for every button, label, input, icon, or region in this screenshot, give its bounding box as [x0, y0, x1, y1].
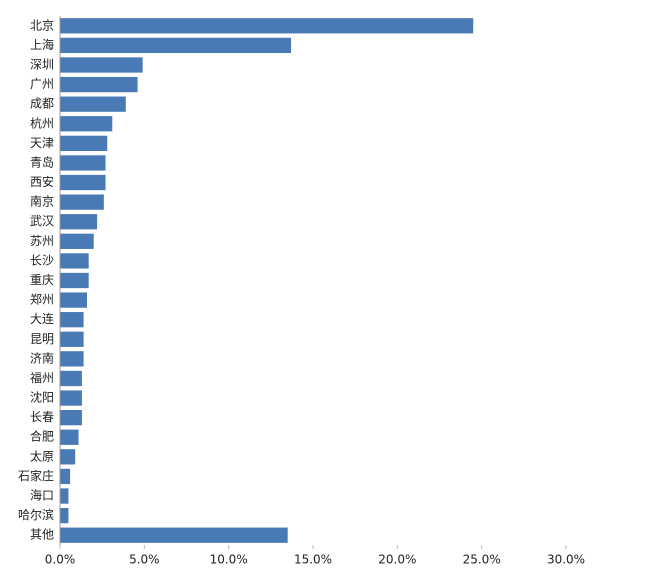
y-tick-label: 石家庄	[18, 468, 54, 483]
bar	[60, 214, 98, 230]
x-tick-label: 25.0%	[463, 553, 501, 567]
bar	[60, 96, 126, 112]
y-tick-label: 长沙	[30, 253, 54, 267]
bar	[60, 174, 106, 191]
y-tick-label: 重庆	[30, 273, 54, 287]
bar	[60, 312, 84, 328]
x-tick-label: 10.0%	[210, 553, 248, 567]
y-tick-label: 昆明	[30, 332, 54, 346]
y-tick-label: 沈阳	[30, 390, 54, 405]
bar	[60, 449, 76, 465]
y-tick-label: 西安	[30, 174, 54, 189]
y-tick-label: 长春	[30, 410, 54, 424]
bar	[60, 468, 71, 485]
bar	[60, 410, 82, 426]
x-tick-label: 30.0%	[547, 553, 585, 567]
y-tick-label: 福州	[30, 370, 54, 385]
bar	[60, 18, 474, 34]
y-tick-label: 北京	[30, 18, 54, 32]
y-tick-label: 杭州	[30, 115, 54, 130]
bar	[60, 155, 106, 171]
y-tick-label: 南京	[30, 194, 54, 209]
bar	[60, 135, 108, 151]
y-tick-label: 太原	[30, 448, 54, 463]
y-tick-label: 海口	[30, 488, 54, 503]
bar	[60, 194, 104, 210]
x-tick-label: 5.0%	[129, 553, 160, 567]
y-tick-label: 其他	[30, 528, 54, 542]
bar	[60, 253, 89, 269]
y-tick-label: 成都	[30, 97, 54, 111]
y-tick-label: 哈尔滨	[18, 507, 54, 522]
bar	[60, 429, 79, 445]
bar	[60, 488, 69, 504]
bar	[60, 331, 84, 347]
y-tick-label: 合肥	[30, 429, 54, 444]
y-tick-label: 苏州	[30, 234, 54, 248]
y-tick-label: 武汉	[30, 214, 54, 228]
y-tick-label: 郑州	[30, 292, 54, 307]
bar	[60, 233, 94, 249]
bar	[60, 351, 84, 367]
y-tick-label: 天津	[30, 136, 54, 150]
bar	[60, 57, 143, 73]
x-tick-label: 20.0%	[378, 553, 416, 567]
y-tick-label: 大连	[30, 311, 54, 326]
bar	[60, 76, 138, 93]
y-tick-label: 广州	[30, 77, 54, 91]
bar	[60, 370, 82, 387]
bar	[60, 390, 82, 406]
x-tick-label: 15.0%	[294, 553, 332, 567]
bar	[60, 37, 292, 54]
y-tick-label: 深圳	[30, 57, 54, 71]
bar	[60, 292, 87, 308]
bar	[60, 272, 89, 289]
y-tick-label: 青岛	[30, 154, 54, 169]
y-tick-label: 上海	[30, 37, 54, 52]
x-tick-label: 0.0%	[45, 553, 76, 567]
bar	[60, 527, 288, 543]
y-tick-label: 济南	[30, 350, 54, 365]
bar	[60, 116, 113, 132]
bar	[60, 507, 69, 524]
